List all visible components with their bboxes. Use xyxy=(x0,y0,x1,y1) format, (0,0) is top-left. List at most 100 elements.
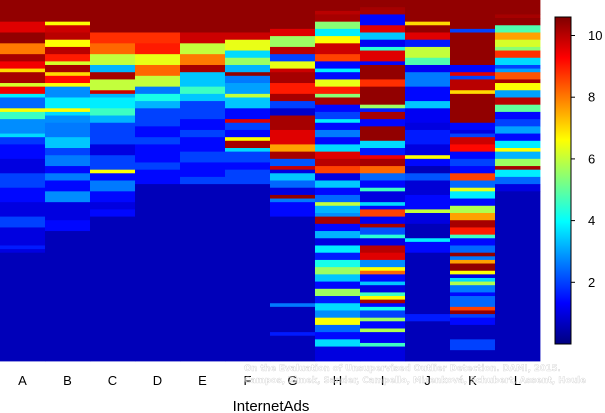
heatmap-cell xyxy=(315,187,361,196)
heatmap-cell xyxy=(225,169,271,185)
heatmap-cell xyxy=(360,216,406,225)
heatmap-cell xyxy=(360,317,406,322)
heatmap-cell xyxy=(315,119,361,124)
heatmap-cell xyxy=(360,321,406,329)
heatmap-cell xyxy=(45,21,91,26)
heatmap-cell xyxy=(495,111,541,120)
heatmap-cell xyxy=(270,187,316,196)
colorbar-tick-label: 6 xyxy=(588,151,595,166)
heatmap-cell xyxy=(450,137,496,145)
heatmap-cell xyxy=(405,0,451,23)
heatmap-cell xyxy=(225,129,271,138)
heatmap-cell xyxy=(270,166,316,171)
heatmap-cell xyxy=(45,54,91,62)
colorbar-tick-label: 4 xyxy=(588,213,595,228)
heatmap-cell xyxy=(360,292,406,297)
heatmap-cell xyxy=(495,83,541,91)
heatmap-cell xyxy=(495,191,541,362)
heatmap-cell xyxy=(405,194,451,210)
heatmap-cell xyxy=(225,122,271,131)
heatmap-cell xyxy=(90,64,136,73)
x-axis-label: InternetAds xyxy=(233,398,310,413)
heatmap-cell xyxy=(90,97,136,109)
heatmap-cell xyxy=(135,64,181,77)
heatmap-cell xyxy=(450,314,496,319)
heatmap-cell xyxy=(135,93,181,102)
heatmap-cell xyxy=(180,151,226,163)
heatmap-cell xyxy=(450,166,496,174)
heatmap-cell xyxy=(360,332,406,344)
heatmap-cell xyxy=(45,137,91,149)
heatmap-cell xyxy=(45,46,91,55)
heatmap-cell xyxy=(360,187,406,192)
heatmap-cell xyxy=(0,137,46,145)
heatmap-cell xyxy=(360,306,406,311)
heatmap-cell xyxy=(90,144,136,156)
heatmap-cell xyxy=(270,169,316,174)
heatmap-cell xyxy=(315,93,361,98)
heatmap-cell xyxy=(270,306,316,333)
heatmap-cell xyxy=(405,209,451,214)
heatmap-cell xyxy=(495,14,541,19)
heatmap-cell xyxy=(450,285,496,293)
heatmap-cell xyxy=(360,281,406,286)
heatmap-cell xyxy=(270,54,316,62)
heatmap-cell xyxy=(450,90,496,95)
heatmap-cell xyxy=(225,0,271,33)
heatmap-cell xyxy=(0,93,46,98)
heatmap-cell xyxy=(405,64,451,73)
heatmap-cell xyxy=(315,144,361,153)
heatmap-cell xyxy=(90,180,136,192)
heatmap-cell xyxy=(315,0,361,12)
heatmap-cell xyxy=(360,310,406,319)
heatmap-cell xyxy=(180,184,226,362)
colorbar-tick-labels: 2 4 6 8 10 xyxy=(571,28,602,290)
heatmap-cell xyxy=(315,28,361,37)
heatmap-cell xyxy=(180,101,226,120)
heatmap-cell xyxy=(0,32,46,44)
heatmap-cell xyxy=(360,166,406,174)
heatmap-cell xyxy=(270,180,316,189)
heatmap-cell xyxy=(405,166,451,174)
heatmap-cell xyxy=(270,173,316,181)
heatmap-cell xyxy=(450,310,496,315)
heatmap-cell xyxy=(180,54,226,66)
heatmap-cell xyxy=(45,166,91,174)
heatmap-cell xyxy=(225,75,271,84)
heatmap-cell xyxy=(45,220,91,232)
heatmap-cell xyxy=(405,57,451,66)
heatmap-cell xyxy=(135,54,181,66)
heatmap-cell xyxy=(315,151,361,160)
heatmap-cell xyxy=(405,86,451,102)
heatmap-cell xyxy=(405,314,451,322)
heatmap-cell xyxy=(45,122,91,138)
heatmap-cell xyxy=(450,133,496,138)
heatmap-cell xyxy=(225,32,271,41)
heatmap-cell xyxy=(495,32,541,41)
heatmap-cell xyxy=(360,14,406,26)
x-tick-label: B xyxy=(63,373,72,388)
heatmap-cell xyxy=(495,133,541,142)
heatmap-cell xyxy=(225,57,271,66)
heatmap-cell xyxy=(315,158,361,167)
x-tick-label: K xyxy=(468,373,477,388)
heatmap-cell xyxy=(90,54,136,66)
credit-watermark: On the Evaluation of Unsupervised Outlie… xyxy=(244,364,586,386)
heatmap-cell xyxy=(360,158,406,167)
heatmap-cell xyxy=(360,223,406,228)
heatmap-cell xyxy=(495,126,541,134)
heatmap-cell xyxy=(90,202,136,210)
heatmap-cell xyxy=(360,140,406,149)
heatmap-cell xyxy=(270,93,316,102)
heatmap-cell xyxy=(90,169,136,174)
heatmap-cell xyxy=(495,97,541,106)
heatmap-cell xyxy=(270,129,316,145)
heatmap-cell xyxy=(315,122,361,131)
heatmap-cell xyxy=(225,162,271,171)
colorbar-tick-label: 2 xyxy=(588,275,595,290)
heatmap-cell xyxy=(180,137,226,153)
heatmap-cell xyxy=(135,108,181,127)
heatmap-cell xyxy=(315,274,361,282)
heatmap-cell xyxy=(450,93,496,124)
x-tick-label: I xyxy=(381,373,385,388)
